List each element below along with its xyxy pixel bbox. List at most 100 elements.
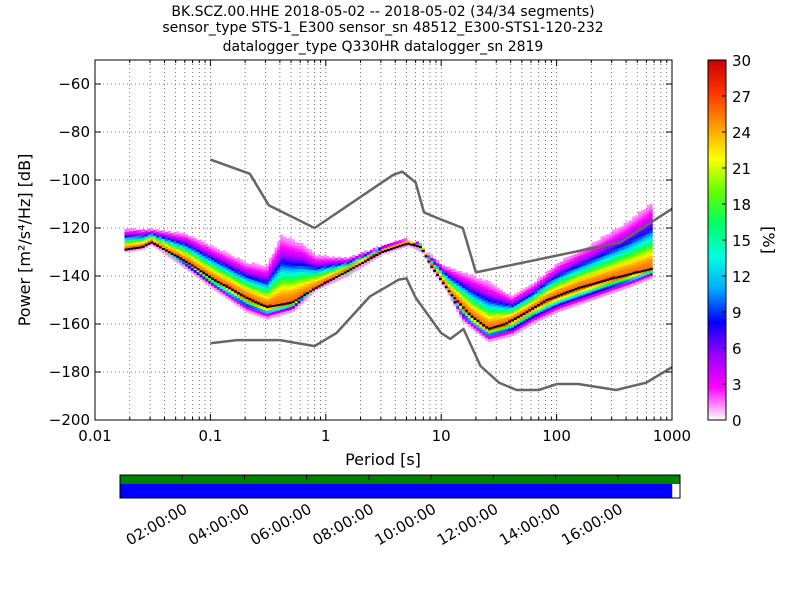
psd-cell [326,267,330,271]
psd-cell [182,255,186,259]
psd-cell [245,274,249,278]
psd-cell [202,241,206,245]
psd-cell [646,248,650,252]
psd-cell [404,240,408,245]
psd-cell [303,269,307,273]
psd-cell [208,277,212,281]
psd-cell [626,270,630,274]
psd-cell [479,309,483,314]
psd-cell [222,290,226,294]
psd-cell [531,289,535,293]
psd-cell [459,273,463,278]
psd-cell [609,244,613,249]
psd-cell [476,301,480,305]
psd-cell [505,325,509,330]
psd-cell [225,252,229,256]
psd-cell [649,255,653,259]
psd-cell [297,271,301,275]
psd-cell [640,270,645,274]
psd-cell [352,263,356,267]
psd-cell [173,232,177,236]
psd-cell [473,302,477,306]
psd-cell [288,278,293,282]
psd-cell [643,266,647,270]
psd-cell [649,218,653,222]
psd-cell [153,241,157,245]
psd-cell [600,288,604,292]
psd-cell [225,283,229,288]
psd-cell [557,274,561,278]
psd-mode-cell [502,323,506,326]
psd-cell [211,259,215,263]
psd-cell [626,244,630,248]
psd-cell [176,231,180,235]
psd-cell [502,312,506,316]
psd-cell [462,290,466,294]
psd-cell [490,309,495,313]
psd-cell [300,291,304,296]
psd-cell [147,240,151,244]
psd-mode-cell [309,290,313,293]
psd-cell [283,288,287,292]
psd-cell [482,335,486,339]
psd-cell [574,256,578,261]
psd-cell [245,283,249,287]
psd-mode-cell [251,299,255,302]
psd-cell [560,290,564,294]
psd-mode-cell [352,266,356,269]
psd-cell [436,274,440,278]
psd-cell [568,273,572,277]
psd-cell [623,257,627,261]
psd-cell [133,230,137,234]
psd-cell [548,272,552,276]
new-low-noise-model-line [210,277,673,392]
psd-cell [640,221,645,225]
psd-cell [493,302,497,307]
psd-cell [294,282,298,286]
psd-cell [453,285,457,290]
psd-cell [358,259,362,264]
psd-cell [216,252,220,256]
psd-cell [219,277,223,281]
psd-cell [283,296,287,301]
psd-cell [254,295,258,299]
psd-cell [588,274,593,279]
psd-cell [202,250,206,254]
psd-cell [609,259,613,263]
psd-cell [513,293,518,297]
psd-cell [617,230,621,234]
psd-cell [245,286,249,290]
psd-cell [294,277,298,281]
psd-cell [208,245,212,250]
psd-cell [257,278,261,283]
psd-cell [499,307,503,311]
psd-cell [127,240,131,244]
psd-cell [614,280,619,284]
psd-cell [511,301,515,305]
psd-cell [254,269,258,273]
psd-cell [170,247,174,251]
psd-mode-cell [254,300,258,303]
psd-cell [280,254,284,258]
psd-cell [505,305,509,309]
psd-cell [257,275,261,280]
psd-cell [591,242,596,246]
psd-cell [202,273,206,277]
psd-cell [294,253,298,258]
psd-cell [539,279,544,283]
psd-cell [124,246,128,250]
psd-cell [456,279,460,284]
psd-cell [554,278,558,282]
psd-cell [213,281,218,285]
psd-cell [358,257,362,261]
psd-cell [502,294,506,299]
psd-cell [205,252,209,256]
psd-cell [603,261,607,265]
psd-cell [288,292,293,296]
psd-cell [646,242,650,246]
psd-cell [583,250,587,255]
psd-cell [565,262,570,266]
psd-cell [606,289,610,293]
psd-cell [265,290,270,294]
psd-cell [614,237,619,241]
